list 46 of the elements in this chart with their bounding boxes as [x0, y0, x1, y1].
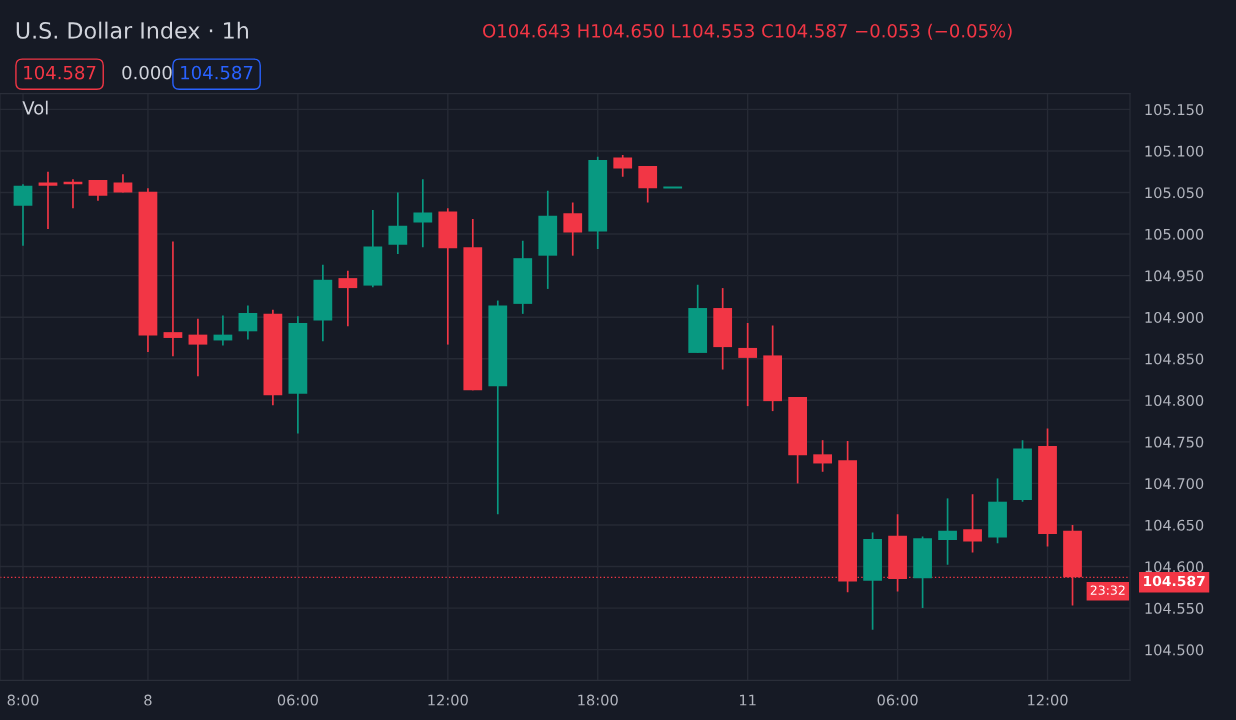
text: 23:32 — [1090, 585, 1125, 595]
y-tick-label: 105.150 — [1145, 104, 1204, 116]
y-tick-label: 104.900 — [1145, 311, 1204, 323]
candlestick — [188, 318, 208, 378]
y-tick-label: 104.600 — [1145, 561, 1204, 573]
candlestick — [613, 154, 633, 178]
y-tick-label: 104.650 — [1145, 519, 1204, 531]
y-tick-label: 105.050 — [1145, 187, 1204, 199]
candlestick — [338, 269, 358, 328]
y-tick-label: 104.750 — [1145, 436, 1204, 448]
candlestick — [113, 173, 133, 194]
y-tick-label: 105.100 — [1145, 145, 1204, 157]
candlestick — [238, 304, 258, 341]
x-tick-label: 18:00 — [578, 694, 618, 706]
x-tick-label: 8:00 — [7, 694, 39, 706]
y-tick-label: 104.950 — [1145, 270, 1204, 282]
text: 104.587 — [24, 65, 96, 80]
x-tick-label: 12:00 — [1028, 694, 1068, 706]
candlestick — [88, 179, 108, 202]
candlestick — [813, 439, 833, 473]
y-tick-label: 105.000 — [1145, 228, 1204, 240]
x-tick-label: 06:00 — [877, 694, 918, 706]
ref-line-label: 104.587 — [1144, 575, 1205, 587]
candlestick — [413, 178, 433, 249]
chart-title: U.S. Dollar Index · 1h — [16, 21, 248, 39]
x-tick-label: 12:00 — [428, 694, 468, 706]
candlestick — [563, 201, 583, 257]
y-tick-label: 104.550 — [1145, 602, 1204, 614]
candlestick — [963, 493, 982, 554]
x-tick-label: 11 — [739, 694, 756, 706]
candlestick — [938, 497, 957, 566]
annotation: Vol — [22, 100, 48, 115]
candlestick — [163, 240, 183, 358]
candlestick — [13, 183, 33, 247]
y-tick-label: 104.700 — [1145, 478, 1204, 490]
x-tick-label: 8 — [144, 694, 152, 706]
y-tick-label: 104.800 — [1145, 395, 1204, 407]
text: 104.587 — [181, 65, 253, 80]
y-tick-label: 104.500 — [1145, 644, 1204, 656]
x-tick-label: 06:00 — [277, 694, 318, 706]
candlestick — [638, 165, 658, 204]
text: 0.000 — [122, 65, 172, 80]
candlestick — [388, 191, 408, 255]
chart-subtitle: O104.643 H104.650 L104.553 C104.587 −0.053 (−0.05%) — [483, 23, 1012, 40]
y-tick-label: 104.850 — [1145, 353, 1204, 365]
candlestick — [738, 322, 758, 407]
